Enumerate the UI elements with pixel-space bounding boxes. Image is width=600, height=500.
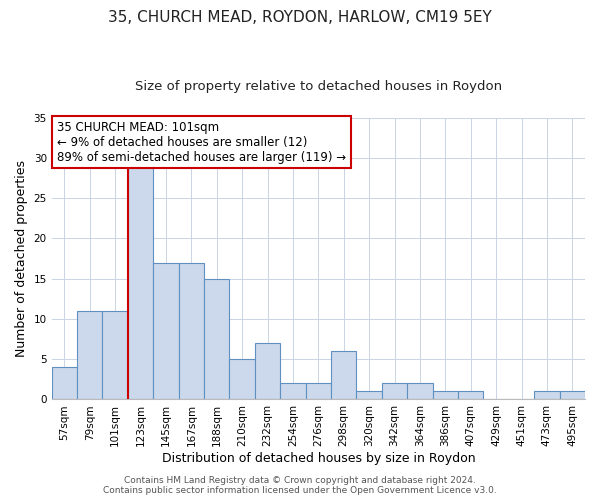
- Bar: [77, 311, 103, 400]
- Bar: [458, 392, 484, 400]
- Text: 35 CHURCH MEAD: 101sqm
← 9% of detached houses are smaller (12)
89% of semi-deta: 35 CHURCH MEAD: 101sqm ← 9% of detached …: [57, 120, 346, 164]
- X-axis label: Distribution of detached houses by size in Roydon: Distribution of detached houses by size …: [161, 452, 475, 465]
- Bar: [331, 351, 356, 400]
- Bar: [103, 311, 128, 400]
- Bar: [179, 262, 204, 400]
- Bar: [382, 384, 407, 400]
- Bar: [407, 384, 433, 400]
- Bar: [52, 368, 77, 400]
- Text: 35, CHURCH MEAD, ROYDON, HARLOW, CM19 5EY: 35, CHURCH MEAD, ROYDON, HARLOW, CM19 5E…: [108, 10, 492, 25]
- Bar: [433, 392, 458, 400]
- Bar: [204, 278, 229, 400]
- Bar: [229, 359, 255, 400]
- Title: Size of property relative to detached houses in Roydon: Size of property relative to detached ho…: [135, 80, 502, 93]
- Bar: [280, 384, 305, 400]
- Bar: [153, 262, 179, 400]
- Bar: [534, 392, 560, 400]
- Y-axis label: Number of detached properties: Number of detached properties: [15, 160, 28, 357]
- Bar: [128, 166, 153, 400]
- Text: Contains HM Land Registry data © Crown copyright and database right 2024.
Contai: Contains HM Land Registry data © Crown c…: [103, 476, 497, 495]
- Bar: [356, 392, 382, 400]
- Bar: [560, 392, 585, 400]
- Bar: [255, 343, 280, 400]
- Bar: [305, 384, 331, 400]
